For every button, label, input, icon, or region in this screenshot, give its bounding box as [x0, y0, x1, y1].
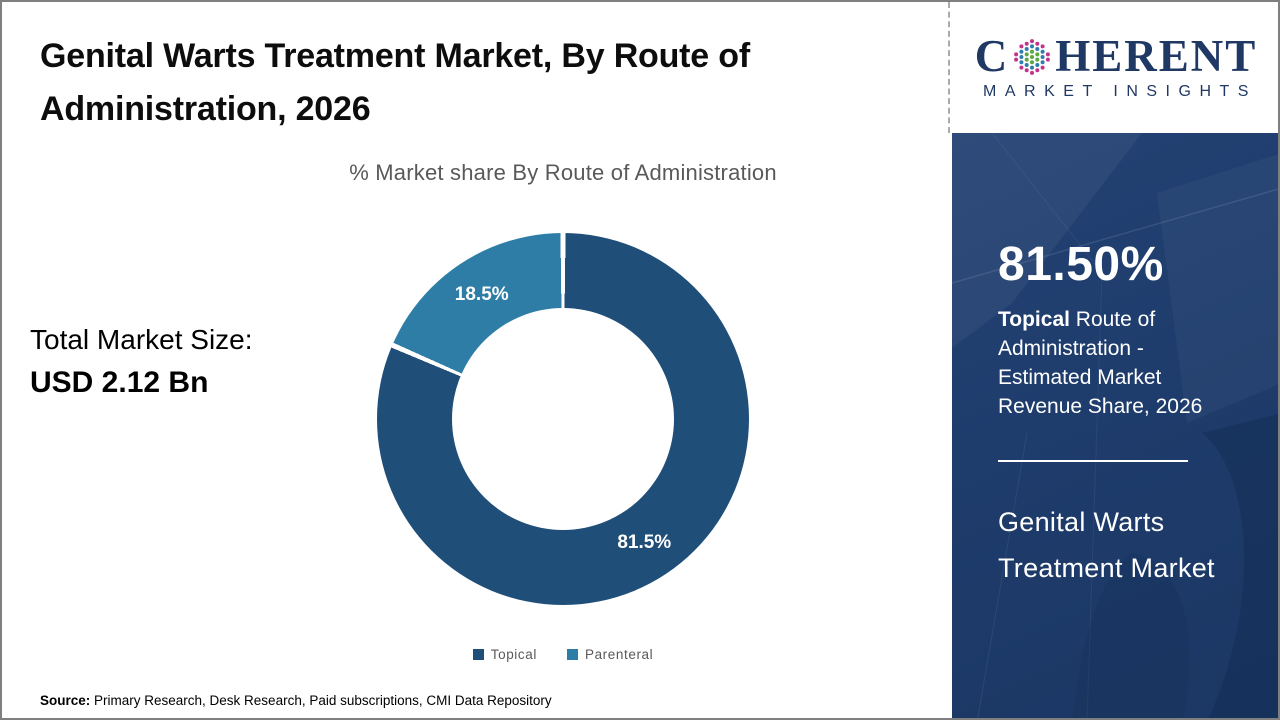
globe-icon — [1014, 38, 1051, 75]
stat-sidebar: 81.50% Topical Route of Administration -… — [952, 133, 1278, 718]
slice-label: 18.5% — [454, 284, 509, 306]
stat-value: 81.50% — [998, 238, 1164, 291]
source-label: Source: — [40, 693, 91, 708]
legend-swatch-topical — [472, 649, 484, 660]
legend-item-topical: Topical — [472, 647, 537, 662]
slice-label: 81.5% — [617, 531, 672, 553]
stat-description-rest: Route of Administration - Estimated Mark… — [998, 308, 1203, 418]
legend-swatch-parenteral — [566, 649, 578, 660]
source-line: Source: Primary Research, Desk Research,… — [40, 693, 552, 708]
legend-label-topical: Topical — [490, 647, 537, 662]
sidebar-market-name-line2: Treatment Market — [998, 553, 1215, 583]
total-market-value: USD 2.12 Bn — [30, 366, 209, 399]
source-text: Primary Research, Desk Research, Paid su… — [90, 693, 552, 708]
legend-label-parenteral: Parenteral — [584, 647, 654, 662]
dashed-divider — [948, 2, 950, 133]
stat-description-bold: Topical — [998, 308, 1070, 331]
total-market-label: Total Market Size: — [30, 324, 253, 355]
brand-rest: HERENT — [1055, 31, 1258, 81]
brand-letter-c: C — [974, 31, 1010, 81]
stat-description: Topical Route of Administration - Estima… — [998, 305, 1243, 421]
sidebar-market-name-line1: Genital Warts — [998, 507, 1165, 537]
world-map-texture — [952, 133, 1278, 718]
sidebar-divider — [998, 460, 1188, 462]
total-market-size: Total Market Size: USD 2.12 Bn — [30, 324, 253, 400]
donut-chart: 81.5% 18.5% — [377, 233, 749, 605]
sidebar-market-name: Genital Warts Treatment Market — [998, 499, 1215, 591]
chart-legend: Topical Parenteral — [243, 647, 883, 662]
chart-subtitle: % Market share By Route of Administratio… — [349, 160, 777, 185]
page-title: Genital Warts Treatment Market, By Route… — [40, 37, 750, 128]
brand-name: C HERENT — [975, 34, 1258, 79]
legend-item-parenteral: Parenteral — [566, 647, 654, 662]
company-logo: C HERENT MARKET INSIGHTS — [950, 2, 1278, 133]
brand-tagline: MARKET INSIGHTS — [983, 83, 1257, 100]
donut-hole — [452, 308, 674, 530]
